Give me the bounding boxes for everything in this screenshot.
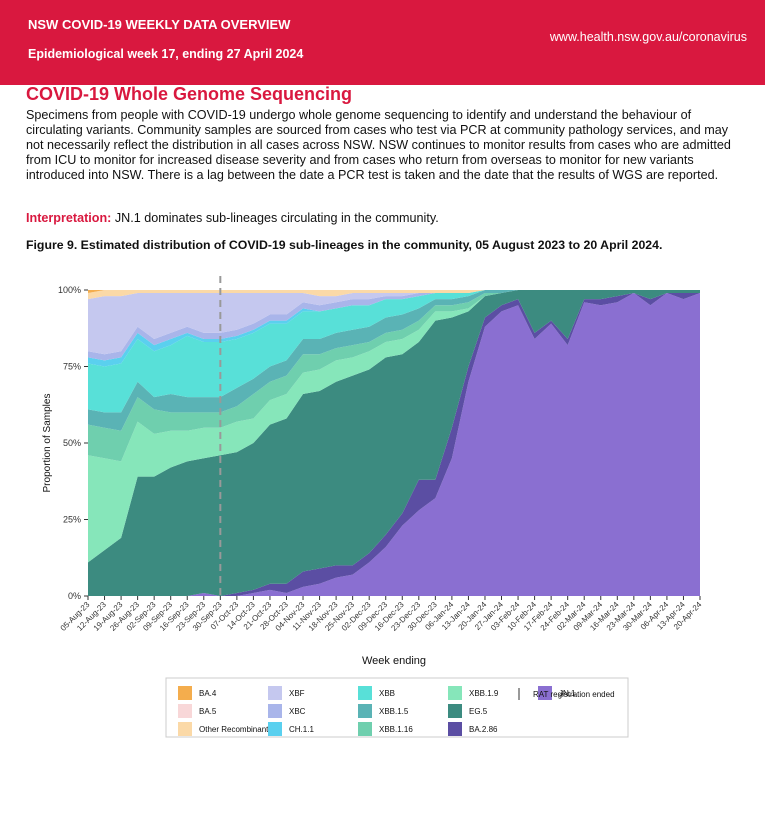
legend-swatch <box>268 704 282 718</box>
area <box>88 290 700 300</box>
x-axis-label: Week ending <box>362 655 426 667</box>
legend-label: XBF <box>289 689 305 698</box>
interpretation-label: Interpretation: <box>26 211 112 225</box>
legend-swatch <box>178 722 192 736</box>
legend-label: XBB.1.16 <box>379 725 413 734</box>
legend-swatch <box>448 686 462 700</box>
y-tick-label: 75% <box>63 362 81 372</box>
legend-swatch <box>268 722 282 736</box>
area <box>88 290 700 413</box>
interpretation: Interpretation: JN.1 dominates sub-linea… <box>26 211 439 225</box>
legend-swatch <box>448 722 462 736</box>
legend-label: XBC <box>289 707 306 716</box>
y-tick-label: 25% <box>63 515 81 525</box>
legend-label: EG.5 <box>469 707 488 716</box>
area <box>88 290 700 355</box>
legend-label: XBB <box>379 689 395 698</box>
y-tick-label: 50% <box>63 438 81 448</box>
header-url: www.health.nsw.gov.au/coronavirus <box>549 30 747 44</box>
legend-swatch <box>448 704 462 718</box>
area <box>88 293 700 596</box>
legend-swatch <box>268 686 282 700</box>
legend-label: CH.1.1 <box>289 725 314 734</box>
legend-swatch <box>178 704 192 718</box>
area <box>88 290 700 462</box>
y-tick-label: 100% <box>58 285 81 295</box>
legend-label: BA.2.86 <box>469 725 498 734</box>
y-axis-label: Proportion of Samples <box>42 394 53 493</box>
section-title: COVID-19 Whole Genome Sequencing <box>26 84 353 104</box>
area <box>88 293 700 596</box>
header: NSW COVID-19 WEEKLY DATA OVERVIEW Epidem… <box>0 0 765 85</box>
legend-label: JN.1 <box>559 689 576 698</box>
legend-swatch <box>358 704 372 718</box>
legend-label: BA.5 <box>199 707 217 716</box>
area <box>88 290 700 596</box>
legend-label: XBB.1.5 <box>379 707 409 716</box>
legend-swatch <box>538 686 552 700</box>
area <box>88 290 700 563</box>
interpretation-text: JN.1 dominates sub-lineages circulating … <box>114 211 439 225</box>
legend-label: XBB.1.9 <box>469 689 499 698</box>
area <box>88 290 700 431</box>
y-tick-label: 0% <box>68 591 81 601</box>
header-subtitle: Epidemiological week 17, ending 27 April… <box>28 47 304 61</box>
paragraph: Specimens from people with COVID-19 unde… <box>26 108 731 182</box>
legend-annotation-label: RAT registration ended <box>533 690 615 699</box>
legend-label: BA.4 <box>199 689 217 698</box>
legend-swatch <box>358 722 372 736</box>
legend-label: Other Recombinant <box>199 725 269 734</box>
legend-swatch <box>178 686 192 700</box>
header-title: NSW COVID-19 WEEKLY DATA OVERVIEW <box>28 17 291 32</box>
figure-caption: Figure 9. Estimated distribution of COVI… <box>26 238 663 252</box>
legend-swatch <box>358 686 372 700</box>
